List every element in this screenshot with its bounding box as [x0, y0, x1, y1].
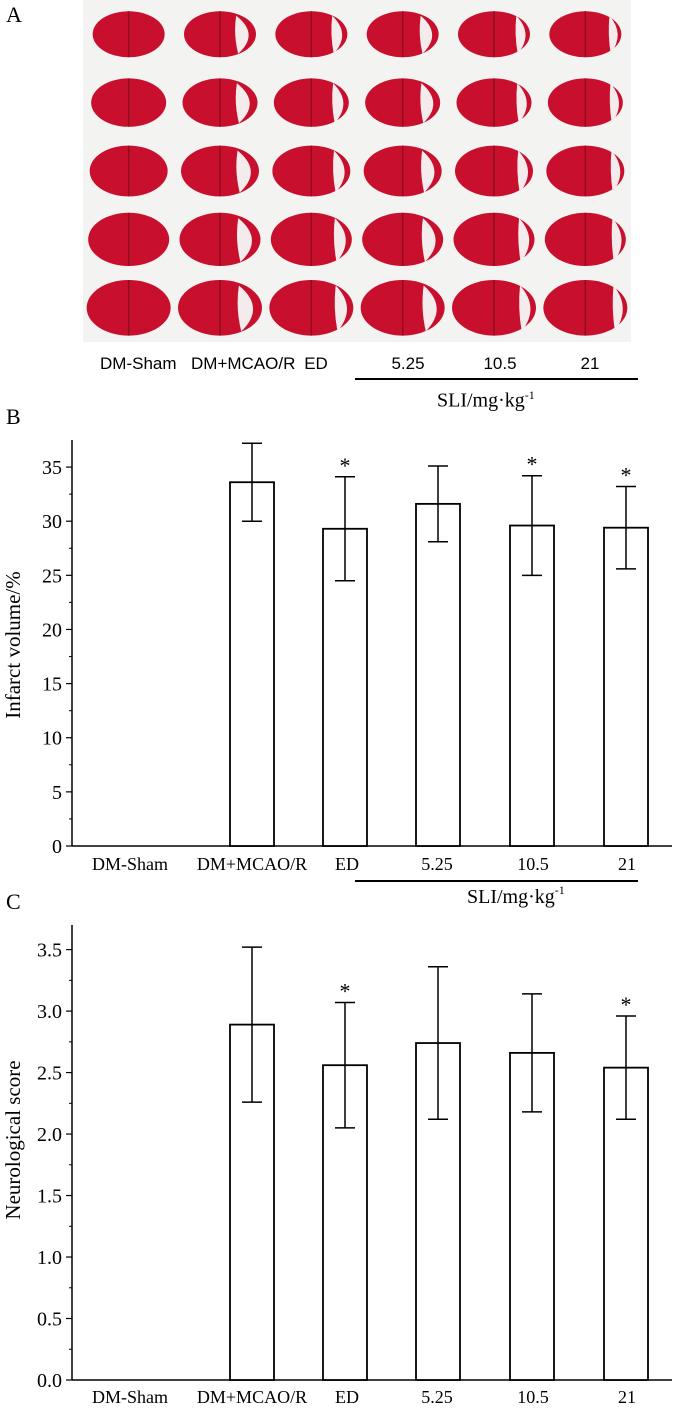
chart-b-ytick-label: 25: [42, 565, 62, 587]
brain-slice: [547, 78, 623, 127]
chart-c-ytick-label: 3.0: [37, 1001, 62, 1023]
chart-b-bar: [229, 481, 275, 847]
chart-c-category-label: DM+MCAO/R: [197, 1387, 307, 1407]
chart-c-category-label: DM-Sham: [92, 1387, 168, 1407]
chart-c-ytick-label: 2.0: [37, 1124, 62, 1146]
chart-b-ylabel: Infarct volume/%: [1, 571, 25, 719]
brain-slice: [182, 78, 258, 127]
chart-c-ytick-label: 1.0: [37, 1247, 62, 1269]
brain-slice: [179, 212, 261, 266]
chart-c-ytick-label: 0.5: [37, 1309, 62, 1331]
brain-slices-photo: [83, 0, 631, 342]
chart-c-ytick-label: 3.5: [37, 940, 62, 962]
brain-slice: [365, 78, 441, 127]
chart-b-ytick-label: 20: [42, 619, 62, 641]
chart-b-bar: [603, 526, 649, 847]
brain-slice: [88, 212, 170, 266]
chart-b-significance-star: *: [340, 453, 351, 478]
chart-b-category-label: 5.25: [421, 854, 453, 874]
brain-slice: [275, 11, 348, 58]
brain-slice: [455, 145, 533, 197]
brain-slice: [272, 145, 351, 197]
neurological-score-chart: C Neurological score 0.0 0.5 1.0 1.5 2.0 2.5 3…: [1, 889, 672, 1407]
chart-b-ytick-label: 30: [42, 511, 62, 533]
panel-a-letter: A: [6, 2, 22, 27]
brain-slice: [546, 145, 625, 197]
brain-slice: [544, 212, 626, 266]
infarct-volume-chart: B Infarct volume/% 0 5 10 15 20 25 30 35 DM-Sham…: [1, 404, 672, 908]
chart-c-category-label: 5.25: [421, 1387, 453, 1407]
brain-slice: [273, 78, 349, 127]
photo-sli-label: SLI/mg·kg-1: [437, 388, 535, 412]
chart-c-significance-star: *: [621, 992, 632, 1017]
photo-label-ed: ED: [304, 354, 328, 373]
chart-c-ytick-label: 0.0: [37, 1370, 62, 1392]
brain-slice: [92, 11, 165, 58]
chart-b-bar: [415, 502, 461, 847]
chart-b-ytick-label: 0: [52, 836, 62, 858]
brain-slice: [549, 11, 622, 58]
panel-c-letter: C: [6, 889, 21, 914]
chart-c-ytick-label: 2.5: [37, 1063, 62, 1085]
photo-label-dm-mcao: DM+MCAO/R: [191, 354, 296, 373]
chart-c-category-label: 21: [618, 1387, 636, 1407]
chart-b-ytick-label: 10: [42, 728, 62, 750]
brain-slice: [91, 78, 167, 127]
chart-b-category-label: 21: [618, 854, 636, 874]
chart-c-significance-star: *: [340, 978, 351, 1003]
brain-slice: [86, 280, 171, 336]
photo-label-10-5: 10.5: [483, 354, 517, 373]
brain-slice: [89, 145, 168, 197]
chart-b-ytick-label: 5: [52, 782, 62, 804]
photo-label-21: 21: [580, 354, 600, 373]
chart-c-ylabel: Neurological score: [1, 1060, 25, 1219]
photo-background: [83, 0, 631, 342]
chart-c-ytick-label: 1.5: [37, 1186, 62, 1208]
chart-c-category-label: 10.5: [517, 1387, 549, 1407]
brain-slice: [270, 212, 352, 266]
brain-slice: [363, 145, 442, 197]
chart-b-category-label: ED: [335, 854, 359, 874]
brain-slice: [458, 11, 530, 58]
chart-b-category-label: DM-Sham: [92, 854, 168, 874]
chart-b-significance-star: *: [621, 463, 632, 488]
chart-c-category-label: ED: [335, 1387, 359, 1407]
photo-sli-bracket-line: [355, 378, 638, 380]
brain-slice: [178, 280, 262, 336]
photo-label-dm-sham: DM-Sham: [100, 354, 177, 373]
brain-slice: [184, 11, 256, 58]
brain-slice: [456, 78, 532, 127]
brain-slice: [362, 212, 444, 266]
chart-b-sli-label: SLI/mg·kg-1: [467, 883, 565, 908]
brain-slice: [360, 280, 445, 336]
panel-b-letter: B: [6, 404, 21, 429]
chart-b-ytick-label: 15: [42, 674, 62, 696]
photo-label-5-25: 5.25: [391, 354, 425, 373]
brain-slice: [181, 145, 259, 197]
chart-b-ytick-label: 35: [42, 457, 62, 479]
brain-slice: [366, 11, 439, 58]
brain-slice: [452, 280, 536, 336]
chart-b-category-label: 10.5: [517, 854, 549, 874]
brain-slice: [453, 212, 535, 266]
brain-slice: [269, 280, 354, 336]
brain-slice: [543, 280, 628, 336]
chart-b-category-label: DM+MCAO/R: [197, 854, 307, 874]
chart-b-significance-star: *: [527, 452, 538, 477]
